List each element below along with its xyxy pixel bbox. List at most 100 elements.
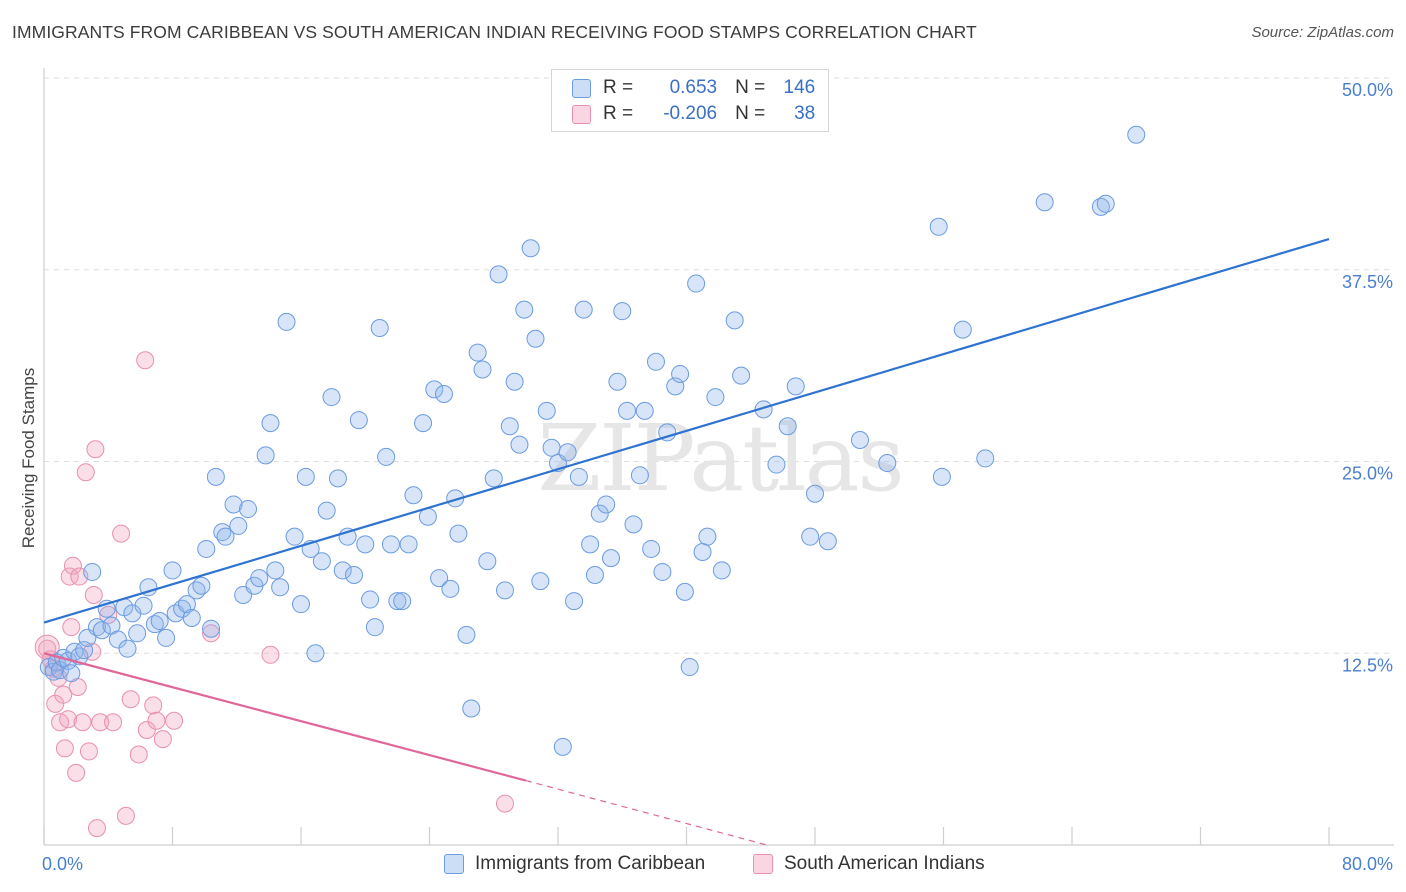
data-point-caribbean [404,486,423,505]
data-point-caribbean [732,366,751,385]
data-point-caribbean [434,385,453,404]
data-point-caribbean [521,239,540,258]
data-point-caribbean [441,579,460,598]
data-point-caribbean [693,543,712,562]
trend-lines [43,238,1330,846]
data-point-caribbean [425,380,444,399]
data-point-caribbean [468,343,487,362]
data-point-south-american-indians [112,524,131,543]
data-point-caribbean [618,401,637,420]
watermark: ZIPatlas [537,405,902,512]
data-point-south-american-indians [59,710,78,729]
data-point-caribbean [157,628,176,647]
data-point-caribbean [108,630,127,649]
data-point-caribbean [510,435,529,454]
data-point-caribbean [414,414,433,433]
data-point-caribbean [658,423,677,442]
trend-line-south-american-indians [43,652,527,782]
data-point-caribbean [929,217,948,236]
y-tick-label: 50.0% [1342,80,1393,100]
south-american-indians-points [34,351,514,838]
data-point-caribbean [565,592,584,611]
legend-r-label: R = [603,103,634,124]
data-point-caribbean [92,621,111,640]
data-point-south-american-indians [144,696,163,715]
data-point-caribbean [608,372,627,391]
data-point-caribbean [182,608,201,627]
data-point-caribbean [778,417,797,436]
y-tick-label: 25.0% [1342,464,1393,484]
bottom-legend-label: South American Indians [784,853,985,874]
data-point-south-american-indians [495,794,514,813]
legend-n-label: N = [735,77,766,98]
x-tick-label: 80.0% [1342,854,1393,874]
data-point-caribbean [801,527,820,546]
legend-n-label: N = [735,103,766,124]
data-point-caribbean [317,501,336,520]
data-point-caribbean [322,388,341,407]
y-axis-label: Receiving Food Stamps [19,368,38,548]
data-point-caribbean [1096,194,1115,213]
data-point-caribbean [462,699,481,718]
data-point-caribbean [381,535,400,554]
data-point-caribbean [698,527,717,546]
data-point-caribbean [229,516,248,535]
data-point-caribbean [206,467,225,486]
data-point-caribbean [642,539,661,558]
data-point-south-american-indians [67,763,86,782]
data-point-south-american-indians [116,806,135,825]
data-point-caribbean [767,455,786,474]
data-point-caribbean [292,595,310,614]
data-point-caribbean [430,569,449,588]
legend-row-south-american-indians: R = -0.206 N = 38 [572,101,815,127]
data-point-caribbean [333,561,352,580]
data-point-caribbean [574,300,593,319]
data-point-caribbean [128,624,147,643]
data-point-south-american-indians [38,639,57,658]
data-point-south-american-indians [73,713,92,732]
data-point-south-american-indians [129,745,148,764]
y-tick-label: 37.5% [1342,272,1393,292]
data-point-caribbean [449,524,468,543]
data-point-caribbean [256,446,275,465]
data-point-caribbean [118,639,137,658]
data-point-caribbean [613,302,632,321]
data-point-caribbean [393,592,412,611]
data-point-caribbean [630,466,649,485]
data-point-caribbean [706,388,725,407]
legend-n-value: 38 [794,103,816,124]
chart-title: IMMIGRANTS FROM CARIBBEAN VS SOUTH AMERI… [12,22,977,42]
y-tick-label: 12.5% [1342,655,1393,675]
data-point-caribbean [806,484,824,503]
data-point-caribbean [261,414,280,433]
data-point-caribbean [635,401,654,420]
source-label: Source: ZipAtlas.com [1251,24,1394,41]
data-point-caribbean [356,535,375,554]
legend-swatch-pink [572,104,591,124]
data-point-caribbean [558,443,577,462]
data-point-caribbean [531,572,550,591]
data-point-caribbean [177,595,196,614]
data-point-south-american-indians [55,739,74,758]
data-point-south-american-indians [153,730,172,749]
data-point-south-american-indians [54,685,73,704]
data-point-caribbean [224,495,243,514]
data-point-caribbean [457,625,476,644]
data-point-caribbean [202,619,221,638]
trend-line-south-american-indians-extension [525,779,767,846]
data-point-south-american-indians [86,440,105,459]
data-point-caribbean [370,319,389,338]
data-point-caribbean [500,417,519,436]
data-point-caribbean [675,582,694,601]
data-point-south-american-indians [79,742,98,761]
data-point-caribbean [590,504,609,523]
tick-labels: 12.5% 25.0% 37.5% 50.0% 0.0% 80.0% [42,80,1393,874]
data-point-caribbean [88,618,107,637]
data-point-caribbean [163,561,182,580]
data-point-caribbean [484,469,503,488]
data-point-caribbean [526,329,545,348]
data-point-south-american-indians [99,605,118,624]
data-point-caribbean [192,576,211,595]
data-point-caribbean [597,495,616,514]
